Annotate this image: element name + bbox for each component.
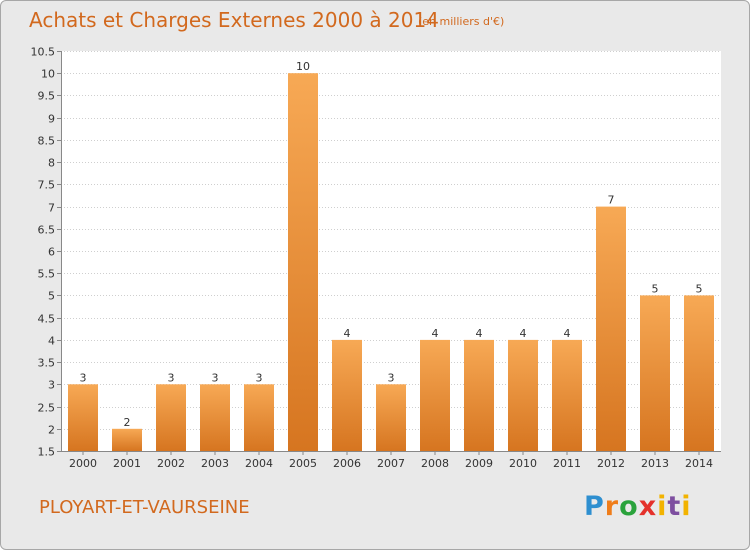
x-tick-label: 2004	[245, 457, 273, 470]
x-tick-label: 2011	[553, 457, 581, 470]
bar-value-label: 10	[296, 60, 310, 73]
y-tick-label: 8	[48, 157, 55, 170]
chart-subtitle: (en milliers d'€)	[418, 15, 505, 28]
y-tick-label: 9.5	[38, 90, 56, 103]
bar-2005	[288, 73, 318, 451]
bar-2006	[332, 339, 362, 451]
bar-value-label: 3	[388, 371, 395, 384]
x-tick-label: 2003	[201, 457, 229, 470]
y-tick-label: 9	[48, 113, 55, 126]
location-name: PLOYART-ET-VAURSEINE	[39, 497, 250, 518]
x-tick-label: 2009	[465, 457, 493, 470]
y-tick-label: 10	[41, 68, 55, 81]
x-tick-label: 2000	[69, 457, 97, 470]
bar-2014	[684, 295, 714, 451]
y-tick-label: 4.5	[38, 313, 56, 326]
y-tick-label: 2	[48, 424, 55, 437]
bar-value-label: 2	[124, 416, 131, 429]
y-tick-label: 10.5	[31, 46, 56, 59]
bar-2007	[376, 384, 406, 451]
y-tick-label: 6.5	[38, 224, 56, 237]
bar-value-label: 5	[696, 282, 703, 295]
x-tick-label: 2001	[113, 457, 141, 470]
y-tick-label: 8.5	[38, 135, 56, 148]
chart-title: Achats et Charges Externes 2000 à 2014	[29, 8, 439, 32]
x-tick-label: 2005	[289, 457, 317, 470]
y-tick-label: 6	[48, 246, 55, 259]
bar-value-label: 4	[476, 327, 483, 340]
x-tick-label: 2002	[157, 457, 185, 470]
bar-value-label: 4	[520, 327, 527, 340]
bar-2011	[552, 339, 582, 451]
bar-2001	[112, 428, 142, 451]
x-tick-label: 2008	[421, 457, 449, 470]
bar-value-label: 3	[212, 371, 219, 384]
x-tick-label: 2010	[509, 457, 537, 470]
x-tick-label: 2007	[377, 457, 405, 470]
x-tick-label: 2013	[641, 457, 669, 470]
bar-value-label: 3	[168, 371, 175, 384]
bar-2013	[640, 295, 670, 451]
y-tick-label: 7	[48, 202, 55, 215]
y-tick-label: 3.5	[38, 357, 56, 370]
x-tick-label: 2014	[685, 457, 713, 470]
bar-value-label: 7	[608, 194, 615, 207]
bar-value-label: 4	[564, 327, 571, 340]
y-tick-label: 4	[48, 335, 55, 348]
bar-2003	[200, 384, 230, 451]
bar-2008	[420, 339, 450, 451]
bar-2009	[464, 339, 494, 451]
bar-2012	[596, 206, 626, 451]
bars: 3 2 3 3 3 10 4 3 4 4 4 4 7 5 5	[68, 60, 714, 451]
proxiti-logo[interactable]: Proxiti	[584, 491, 692, 522]
y-tick-label: 7.5	[38, 179, 56, 192]
bar-2010	[508, 339, 538, 451]
x-tick-label: 2012	[597, 457, 625, 470]
x-axis: 2000 2001 2002 2003 2004 2005 2006 2007 2008 2009…	[69, 451, 713, 470]
y-tick-label: 5	[48, 290, 55, 303]
x-tick-label: 2006	[333, 457, 361, 470]
bar-2000	[68, 384, 98, 451]
bar-2004	[244, 384, 274, 451]
bar-2002	[156, 384, 186, 451]
bar-value-label: 5	[652, 282, 659, 295]
bar-value-label: 4	[432, 327, 439, 340]
y-tick-label: 2.5	[38, 402, 56, 415]
bar-value-label: 3	[256, 371, 263, 384]
bar-value-label: 4	[344, 327, 351, 340]
bar-value-label: 3	[80, 371, 87, 384]
y-tick-label: 1.5	[38, 446, 56, 459]
y-tick-label: 3	[48, 379, 55, 392]
y-tick-label: 5.5	[38, 268, 56, 281]
bar-chart: 1.5 2 2.5 3 3.5 4 4.5 5 5.5 6 6.5 7 7.5 8 8.5 9 9.5 10 10.…	[31, 46, 721, 470]
y-axis: 1.5 2 2.5 3 3.5 4 4.5 5 5.5 6 6.5 7 7.5 8 8.5 9 9.5 10 10.…	[31, 46, 61, 459]
